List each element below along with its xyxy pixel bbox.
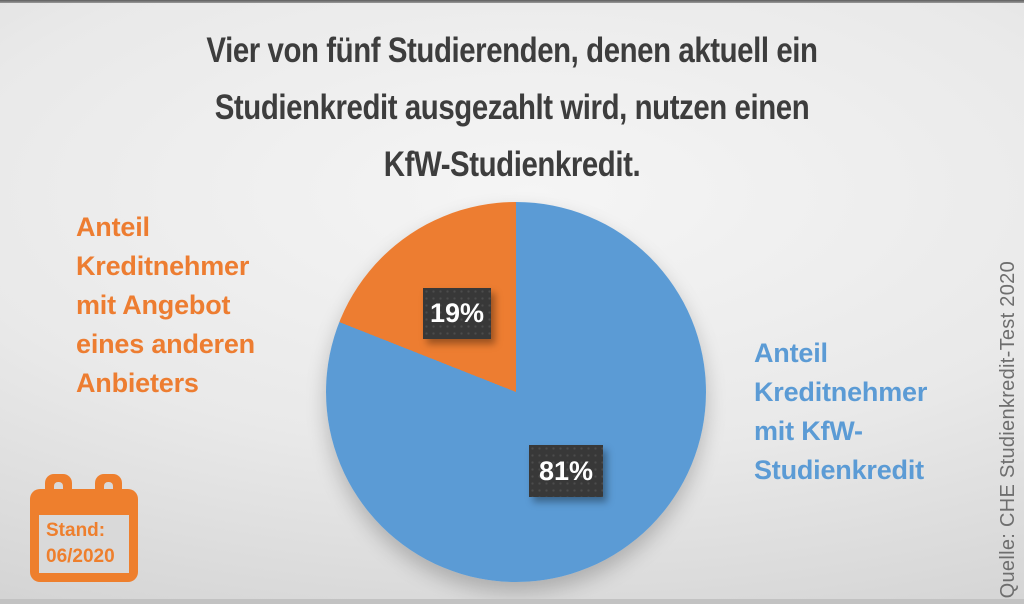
top-border-line — [0, 0, 1024, 3]
caption-kfw: Anteil Kreditnehmer mit KfW- Studienkred… — [754, 338, 928, 485]
calendar-body: Stand: 06/2020 — [30, 489, 138, 582]
source-attribution: Quelle: CHE Studienkredit-Test 2020 — [997, 260, 1019, 598]
data-label-kfw-81: 81% — [529, 445, 603, 497]
stand-date-text: Stand: 06/2020 — [39, 515, 129, 573]
caption-other-providers: Anteil Kreditnehmer mit Angebot eines an… — [76, 212, 255, 398]
calendar-icon: Stand: 06/2020 — [30, 474, 138, 582]
bottom-border-line — [0, 599, 1024, 604]
data-label-other-19: 19% — [423, 288, 491, 339]
chart-title: Vier von fünf Studierenden, denen aktuel… — [206, 31, 818, 184]
pie-chart — [326, 202, 706, 582]
